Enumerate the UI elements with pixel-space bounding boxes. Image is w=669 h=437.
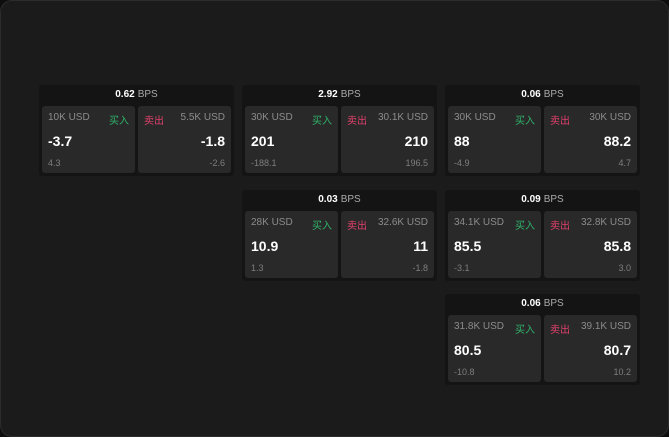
spread-header: 2.92 BPS — [242, 85, 437, 105]
sell-size: 39.1K USD — [580, 321, 631, 332]
spread-unit: BPS — [137, 89, 158, 100]
sell-quote[interactable]: 卖出 30.1K USD 210 196.5 — [341, 106, 434, 173]
sell-label: 卖出 — [550, 116, 570, 127]
buy-quote[interactable]: 31.8K USD 买入 80.5 -10.8 — [448, 315, 541, 382]
buy-size: 10K USD — [48, 112, 90, 123]
sell-diff: -1.8 — [412, 263, 428, 273]
buy-label: 买入 — [312, 221, 332, 232]
sell-diff: 4.7 — [618, 158, 631, 168]
buy-diff: 1.3 — [251, 263, 264, 273]
quote-card: 0.62 BPS 10K USD 买入 -3.7 4.3 卖出 5.5K USD -1… — [39, 85, 234, 176]
sell-label: 卖出 — [550, 221, 570, 232]
buy-quote[interactable]: 34.1K USD 买入 85.5 -3.1 — [448, 211, 541, 278]
sell-label: 卖出 — [347, 116, 367, 127]
sell-diff: -2.6 — [209, 158, 225, 168]
spread-header: 0.06 BPS — [445, 294, 640, 314]
spread-value: 2.92 — [318, 89, 338, 100]
sell-diff: 196.5 — [405, 158, 428, 168]
buy-size: 31.8K USD — [454, 321, 505, 332]
buy-quote[interactable]: 30K USD 买入 201 -188.1 — [245, 106, 338, 173]
spread-header: 0.09 BPS — [445, 190, 640, 210]
sell-label: 卖出 — [550, 325, 570, 336]
spread-value: 0.62 — [115, 89, 135, 100]
spread-unit: BPS — [543, 298, 564, 309]
sell-diff: 10.2 — [613, 367, 631, 377]
sell-label: 卖出 — [144, 116, 164, 127]
spread-unit: BPS — [543, 89, 564, 100]
buy-quote[interactable]: 30K USD 买入 88 -4.9 — [448, 106, 541, 173]
buy-size: 34.1K USD — [454, 217, 505, 228]
buy-price: -3.7 — [48, 133, 73, 149]
spread-header: 0.03 BPS — [242, 190, 437, 210]
sell-quote[interactable]: 卖出 39.1K USD 80.7 10.2 — [544, 315, 637, 382]
sell-size: 5.5K USD — [180, 112, 225, 123]
spread-unit: BPS — [543, 194, 564, 205]
spread-unit: BPS — [340, 194, 361, 205]
buy-price: 85.5 — [454, 238, 482, 254]
buy-size: 30K USD — [454, 112, 496, 123]
sell-price: 80.7 — [603, 342, 631, 358]
sell-price: 88.2 — [603, 133, 631, 149]
sell-size: 32.8K USD — [580, 217, 631, 228]
sell-price: 85.8 — [603, 238, 631, 254]
buy-price: 201 — [251, 133, 275, 149]
buy-price: 10.9 — [251, 238, 279, 254]
sell-quote[interactable]: 卖出 32.6K USD 11 -1.8 — [341, 211, 434, 278]
buy-label: 买入 — [312, 116, 332, 127]
buy-size: 28K USD — [251, 217, 293, 228]
buy-label: 买入 — [515, 116, 535, 127]
sell-quote[interactable]: 卖出 5.5K USD -1.8 -2.6 — [138, 106, 231, 173]
sell-size: 32.6K USD — [377, 217, 428, 228]
buy-diff: -10.8 — [454, 367, 475, 377]
quote-card: 0.06 BPS 30K USD 买入 88 -4.9 卖出 30K USD 88.2… — [445, 85, 640, 176]
spread-value: 0.06 — [521, 298, 541, 309]
sell-price: -1.8 — [200, 133, 225, 149]
sell-size: 30K USD — [589, 112, 631, 123]
buy-price: 80.5 — [454, 342, 482, 358]
buy-quote[interactable]: 10K USD 买入 -3.7 4.3 — [42, 106, 135, 173]
spread-value: 0.09 — [521, 194, 541, 205]
spread-value: 0.03 — [318, 194, 338, 205]
buy-label: 买入 — [109, 116, 129, 127]
buy-label: 买入 — [515, 221, 535, 232]
sell-diff: 3.0 — [618, 263, 631, 273]
sell-label: 卖出 — [347, 221, 367, 232]
buy-price: 88 — [454, 133, 470, 149]
spread-value: 0.06 — [521, 89, 541, 100]
sell-quote[interactable]: 卖出 32.8K USD 85.8 3.0 — [544, 211, 637, 278]
quote-card: 0.03 BPS 28K USD 买入 10.9 1.3 卖出 32.6K USD 1… — [242, 190, 437, 281]
sell-quote[interactable]: 卖出 30K USD 88.2 4.7 — [544, 106, 637, 173]
buy-diff: -188.1 — [251, 158, 277, 168]
spread-unit: BPS — [340, 89, 361, 100]
quote-card: 2.92 BPS 30K USD 买入 201 -188.1 卖出 30.1K USD… — [242, 85, 437, 176]
spread-header: 0.06 BPS — [445, 85, 640, 105]
buy-diff: 4.3 — [48, 158, 61, 168]
quote-card: 0.09 BPS 34.1K USD 买入 85.5 -3.1 卖出 32.8K US… — [445, 190, 640, 281]
sell-price: 11 — [413, 238, 428, 254]
sell-price: 210 — [404, 133, 428, 149]
sell-size: 30.1K USD — [377, 112, 428, 123]
buy-size: 30K USD — [251, 112, 293, 123]
spread-header: 0.62 BPS — [39, 85, 234, 105]
buy-diff: -4.9 — [454, 158, 470, 168]
buy-label: 买入 — [515, 325, 535, 336]
buy-quote[interactable]: 28K USD 买入 10.9 1.3 — [245, 211, 338, 278]
quote-card: 0.06 BPS 31.8K USD 买入 80.5 -10.8 卖出 39.1K U… — [445, 294, 640, 385]
buy-diff: -3.1 — [454, 263, 470, 273]
